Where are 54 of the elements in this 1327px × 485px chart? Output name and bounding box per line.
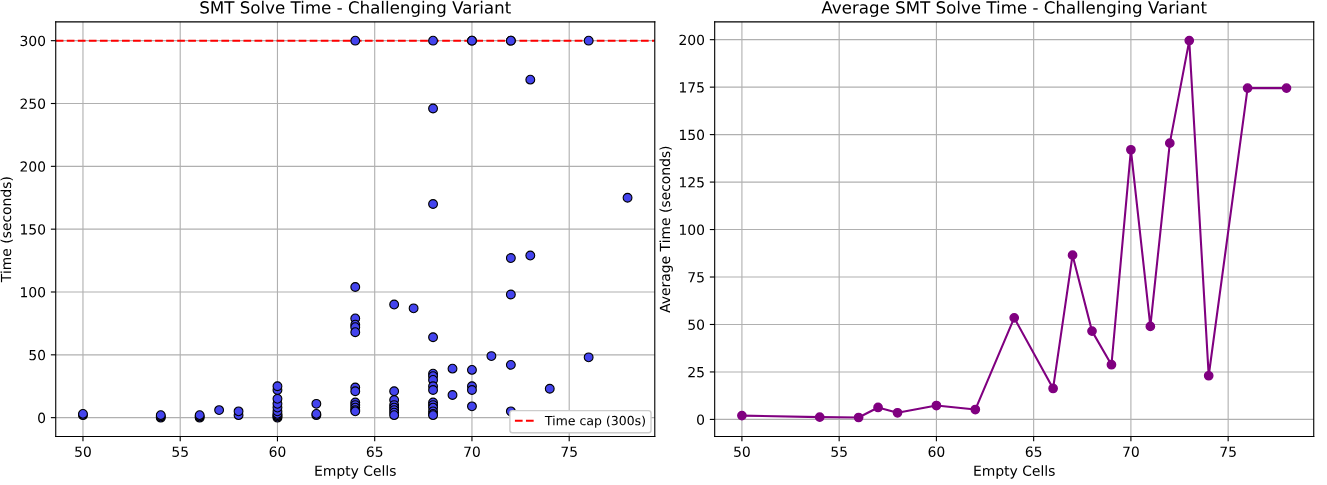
y-tick-label: 150 bbox=[679, 129, 705, 141]
point bbox=[1048, 383, 1058, 394]
y-tick-label: 0 bbox=[38, 412, 46, 424]
x-tick-label: 75 bbox=[1220, 446, 1236, 457]
point bbox=[1009, 312, 1020, 323]
x-tick-label: 65 bbox=[1025, 446, 1042, 457]
point bbox=[814, 412, 825, 422]
legend-label: Time cap (300s) bbox=[544, 415, 645, 428]
x-tick-label: 55 bbox=[172, 446, 188, 457]
x-tick-label: 70 bbox=[1123, 446, 1139, 457]
point bbox=[1242, 83, 1253, 93]
point bbox=[970, 404, 981, 415]
y-tick-label: 150 bbox=[21, 224, 46, 235]
point bbox=[1184, 35, 1195, 46]
x-tick-label: 70 bbox=[464, 446, 480, 457]
y-axis-title: Time (seconds) bbox=[0, 177, 13, 283]
y-tick-label: 50 bbox=[688, 319, 705, 330]
point bbox=[1126, 144, 1136, 155]
point bbox=[873, 402, 883, 413]
x-tick-label: 50 bbox=[734, 446, 750, 457]
point bbox=[1067, 250, 1078, 261]
point bbox=[1106, 359, 1117, 370]
y-tick-label: 100 bbox=[679, 224, 705, 236]
chart-title: Average SMT Solve Time - Challenging Variant bbox=[821, 0, 1207, 17]
point bbox=[1203, 370, 1214, 381]
point bbox=[931, 400, 942, 411]
y-tick-label: 250 bbox=[20, 98, 46, 109]
y-tick-label: 200 bbox=[20, 161, 46, 172]
point bbox=[1164, 138, 1175, 149]
point bbox=[737, 410, 747, 421]
y-axis-title: Average Time (seconds) bbox=[659, 146, 673, 313]
point bbox=[1087, 326, 1097, 336]
y-tick-label: 50 bbox=[29, 349, 46, 361]
x-axis-title: Empty Cells bbox=[974, 465, 1055, 479]
point bbox=[1281, 83, 1292, 93]
x-tick-label: 50 bbox=[75, 446, 91, 457]
y-tick-label: 200 bbox=[679, 34, 705, 46]
y-tick-label: 125 bbox=[679, 177, 704, 188]
y-tick-label: 0 bbox=[697, 414, 705, 425]
x-tick-label: 60 bbox=[269, 446, 286, 457]
chart-title: SMT Solve Time - Challenging Variant bbox=[200, 0, 511, 17]
x-axis-title: Empty Cells bbox=[315, 465, 396, 479]
y-tick-label: 175 bbox=[679, 82, 704, 93]
y-tick-label: 75 bbox=[688, 272, 704, 283]
x-tick-label: 60 bbox=[928, 446, 945, 457]
x-tick-label: 75 bbox=[561, 446, 577, 457]
point bbox=[853, 412, 864, 423]
x-tick-label: 55 bbox=[831, 446, 847, 457]
point bbox=[892, 407, 903, 418]
y-tick-label: 25 bbox=[688, 366, 704, 378]
point bbox=[1145, 321, 1156, 332]
x-tick-label: 65 bbox=[366, 446, 383, 457]
y-tick-label: 300 bbox=[20, 35, 46, 47]
y-tick-label: 100 bbox=[21, 286, 46, 298]
